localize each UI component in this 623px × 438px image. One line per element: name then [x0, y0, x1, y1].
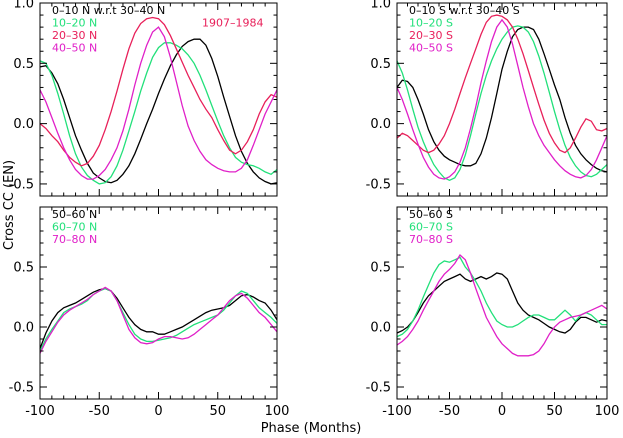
series-line-top-right-0	[396, 26, 608, 173]
legend-entry: 0–10 S w.r.t 30–40 S	[409, 4, 520, 17]
y-tick-label: 0.0	[13, 321, 34, 336]
chart-panels: -0.5 0.0 0.5 1.0 0–10 N w.r.t 30–40 N10–20 N…	[9, 0, 620, 419]
period-annotation: 1907–1984	[202, 17, 264, 30]
legend-entry: 70–80 S	[409, 233, 453, 246]
y-axis-title: Cross CC (EN)	[2, 160, 17, 250]
x-axis-title: Phase (Months)	[261, 421, 362, 436]
x-tick-label: 50	[546, 404, 563, 419]
x-tick-label: -50	[89, 404, 110, 419]
series-line-top-right-3	[396, 18, 608, 180]
series-line-top-left-2	[39, 16, 278, 167]
y-tick-label: 0.5	[13, 261, 34, 276]
y-tick-label: 0.5	[370, 57, 391, 72]
series-line-bottom-left-1	[39, 287, 278, 352]
x-tick-label: 50	[209, 404, 226, 419]
legend-entry: 40–50 N	[52, 42, 97, 55]
legend-entry: 50–60 S	[409, 208, 453, 221]
series-line-top-right-1	[396, 25, 608, 182]
series-line-top-right-2	[396, 14, 608, 154]
x-tick-label: -100	[25, 404, 55, 419]
legend-entry: 70–80 N	[52, 233, 97, 246]
legend-entry: 60–70 S	[409, 221, 453, 234]
series-line-bottom-right-1	[396, 256, 607, 338]
x-tick-label: -100	[382, 404, 412, 419]
chart-panel-top-left: -0.5 0.0 0.5 1.0 0–10 N w.r.t 30–40 N10–20 N…	[9, 0, 278, 197]
y-tick-label: 1.0	[13, 0, 34, 12]
series-line-bottom-right-2	[396, 253, 608, 357]
y-tick-label: -0.5	[366, 177, 391, 192]
y-tick-label: -0.5	[9, 381, 34, 396]
chart-panel-top-right: -0.5 0.0 0.5 1.0 0–10 S w.r.t 30–40 S10–20 S…	[366, 0, 608, 197]
y-tick-label: 1.0	[370, 0, 391, 12]
y-tick-label: 0.0	[370, 117, 391, 132]
legend-entry: 20–30 S	[409, 29, 453, 42]
x-tick-label: 0	[154, 404, 162, 419]
series-line-top-left-1	[39, 42, 278, 185]
x-tick-label: 100	[265, 404, 290, 419]
series-line-bottom-left-0	[39, 287, 278, 349]
x-tick-label: 0	[498, 404, 506, 419]
x-tick-label: 100	[595, 404, 620, 419]
legend-entry: 10–20 N	[52, 17, 97, 30]
legend-entry: 50–60 N	[52, 208, 97, 221]
y-tick-label: 0.0	[13, 117, 34, 132]
series-line-top-left-3	[39, 26, 278, 180]
legend-entry: 40–50 S	[409, 42, 453, 55]
legend-entry: 10–20 S	[409, 17, 453, 30]
x-tick-label: -50	[439, 404, 460, 419]
series-line-bottom-left-2	[39, 286, 278, 354]
chart-panel-bottom-right: -0.5 0.0 0.5 -100 -50 0 50 100 50–60 S60–70 S70–…	[366, 206, 620, 419]
legend-entry: 20–30 N	[52, 29, 97, 42]
legend-entry: 0–10 N w.r.t 30–40 N	[52, 4, 165, 17]
series-line-bottom-right-0	[396, 272, 608, 334]
legend-entry: 60–70 N	[52, 221, 97, 234]
y-tick-label: -0.5	[366, 381, 391, 396]
series-line-top-left-0	[39, 38, 278, 185]
chart-panel-bottom-left: -0.5 0.0 0.5 -100 -50 0 50 100 50–60 N60–70 N70–…	[9, 206, 290, 419]
y-tick-label: 0.5	[13, 57, 34, 72]
y-tick-label: 0.0	[370, 321, 391, 336]
y-tick-label: 0.5	[370, 261, 391, 276]
y-tick-label: -0.5	[9, 177, 34, 192]
